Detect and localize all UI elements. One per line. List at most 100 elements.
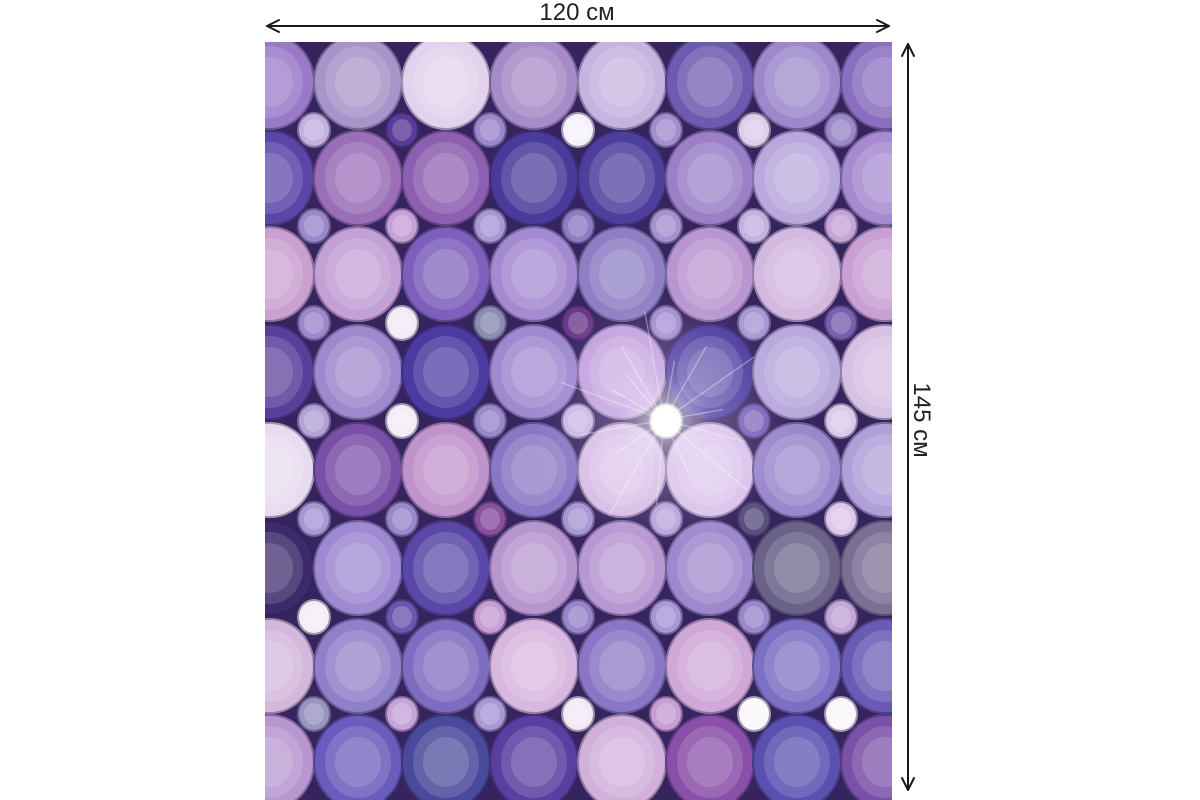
small-circle-center (304, 606, 324, 628)
pattern-circle-small (561, 599, 595, 635)
pattern-circle-small (824, 403, 858, 439)
pattern-circle-large (489, 42, 579, 130)
light-ray (655, 419, 665, 505)
pattern-circle-small (473, 696, 507, 732)
circle-center (862, 737, 892, 787)
pattern-circle-large (489, 714, 579, 800)
small-circle-center (304, 312, 324, 334)
small-circle-center (568, 606, 588, 628)
pattern-circle-small (737, 599, 771, 635)
circle-center (335, 347, 381, 397)
pattern-circle-large (665, 714, 755, 800)
circle-center (774, 543, 820, 593)
pattern-circle-large (313, 422, 403, 518)
circle-center (862, 153, 892, 203)
pattern-circle-large (401, 422, 491, 518)
circle-center (774, 737, 820, 787)
pattern-circle-large (313, 520, 403, 616)
circle-center (862, 57, 892, 107)
pattern-circle-large (489, 618, 579, 714)
pattern-circle-small (297, 599, 331, 635)
pattern-circle-small (649, 696, 683, 732)
pattern-circle-small (385, 208, 419, 244)
circle-center (423, 153, 469, 203)
pattern-circle-large (840, 324, 892, 420)
pattern-circle-large (401, 130, 491, 226)
circle-center (599, 153, 645, 203)
light-ray (611, 389, 665, 421)
pattern-circle-small (737, 696, 771, 732)
light-ray (624, 373, 665, 421)
small-circle-center (480, 703, 500, 725)
light-ray (663, 419, 749, 492)
circle-center (265, 57, 293, 107)
pattern-circle-large (265, 226, 315, 322)
small-circle-center (831, 119, 851, 141)
circle-center (774, 57, 820, 107)
pattern-circle-large (577, 130, 667, 226)
pattern-circle-large (313, 618, 403, 714)
small-circle-center (568, 119, 588, 141)
circle-center (423, 737, 469, 787)
pattern-circle-small (561, 112, 595, 148)
circle-center (265, 445, 293, 495)
pattern-circle-small (385, 305, 419, 341)
circle-center (862, 347, 892, 397)
small-circle-center (304, 119, 324, 141)
pattern-circle-small (561, 208, 595, 244)
circle-center (335, 249, 381, 299)
small-circle-center (744, 119, 764, 141)
pattern-circle-large (489, 520, 579, 616)
pattern-circle-large (265, 520, 315, 616)
pattern-circle-small (297, 403, 331, 439)
circle-center (774, 641, 820, 691)
pattern-circle-large (752, 226, 842, 322)
pattern-circle-small (297, 112, 331, 148)
circle-center (687, 57, 733, 107)
circle-center (423, 57, 469, 107)
pattern-circle-small (473, 112, 507, 148)
pattern-circle-large (665, 618, 755, 714)
small-circle-center (480, 410, 500, 432)
pattern-circle-large (265, 422, 315, 518)
pattern-circle-large (840, 226, 892, 322)
circle-center (774, 249, 820, 299)
small-circle-center (480, 606, 500, 628)
pattern-circle-large (313, 42, 403, 130)
pattern-circle-large (752, 130, 842, 226)
pattern-circle-large (752, 42, 842, 130)
circle-center (599, 57, 645, 107)
pattern-circle-small (473, 305, 507, 341)
pattern-circle-small (824, 696, 858, 732)
small-circle-center (831, 312, 851, 334)
small-circle-center (831, 508, 851, 530)
pattern-circle-small (297, 696, 331, 732)
light-ray (663, 419, 747, 443)
light-ray (663, 356, 755, 421)
small-circle-center (744, 703, 764, 725)
pattern-circle-large (401, 324, 491, 420)
pattern-circle-small (737, 208, 771, 244)
dimension-arrow-height: 145 см (901, 43, 935, 791)
pattern-circle-small (473, 208, 507, 244)
small-circle-center (392, 410, 412, 432)
small-circle-center (304, 215, 324, 237)
pattern-circle-small (649, 112, 683, 148)
pattern-circle-small (824, 305, 858, 341)
light-ray (614, 419, 665, 455)
small-circle-center (656, 119, 676, 141)
light-ray (663, 408, 724, 421)
pattern-circle-large (265, 42, 315, 130)
pattern-circle-large (840, 422, 892, 518)
circle-center (511, 57, 557, 107)
circle-center (423, 641, 469, 691)
pattern-circle-small (385, 501, 419, 537)
pattern-circle-large (665, 520, 755, 616)
light-ray (608, 419, 665, 516)
circle-center (511, 737, 557, 787)
small-circle-center (744, 215, 764, 237)
pattern-circle-small (297, 501, 331, 537)
pattern-panel (265, 42, 892, 800)
pattern-circle-small (473, 599, 507, 635)
